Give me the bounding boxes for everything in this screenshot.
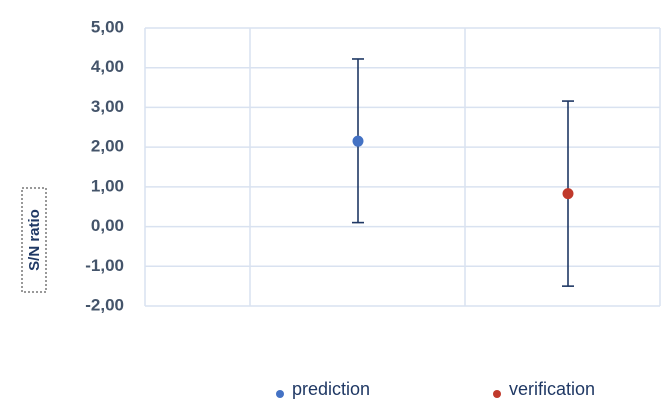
y-tick-label: 5,00 <box>91 17 124 36</box>
y-tick-label: -2,00 <box>85 295 124 314</box>
data-point <box>352 135 364 147</box>
legend-marker <box>276 390 284 398</box>
y-tick-label: 0,00 <box>91 216 124 235</box>
legend-label: verification <box>509 379 595 399</box>
legend-item-verification: verification <box>493 379 595 399</box>
series-prediction <box>352 58 364 224</box>
series-verification <box>562 100 574 287</box>
legend-item-prediction: prediction <box>276 379 370 399</box>
plot-area <box>352 58 574 287</box>
y-axis-label: S/N ratio <box>26 209 43 271</box>
legend-marker <box>493 390 501 398</box>
grid <box>144 27 661 307</box>
y-tick-label: 3,00 <box>91 97 124 116</box>
y-axis: -2,00 -1,00 0,00 1,00 2,00 3,00 4,00 5,00 <box>85 17 124 314</box>
y-tick-label: 2,00 <box>91 137 124 156</box>
y-tick-label: -1,00 <box>85 256 124 275</box>
data-point <box>562 188 574 200</box>
y-axis-title: S/N ratio <box>21 187 47 293</box>
legend-label: prediction <box>292 379 370 399</box>
legend: prediction verification <box>276 379 595 399</box>
y-tick-label: 4,00 <box>91 57 124 76</box>
y-tick-label: 1,00 <box>91 176 124 195</box>
